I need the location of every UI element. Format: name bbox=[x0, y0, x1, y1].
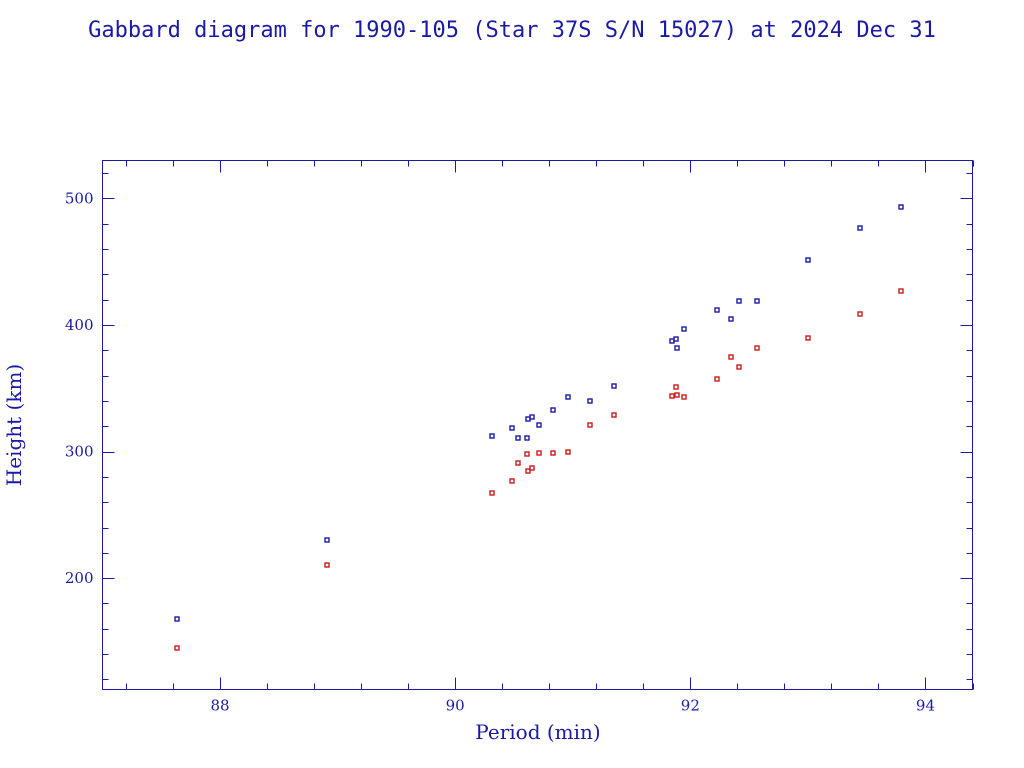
point-apogee bbox=[587, 398, 593, 404]
point-apogee bbox=[728, 316, 734, 322]
axis-tick-labels: 88 90 92 94 200 300 400 500 bbox=[65, 189, 935, 714]
point-perigee bbox=[587, 422, 593, 428]
plot-frame bbox=[102, 160, 973, 690]
y-tick-label: 500 bbox=[65, 189, 94, 207]
y-axis-label: Height (km) bbox=[2, 364, 26, 486]
point-perigee bbox=[673, 384, 679, 390]
point-perigee bbox=[857, 311, 863, 317]
axis-ticks bbox=[102, 160, 974, 690]
point-apogee bbox=[524, 435, 530, 441]
point-apogee bbox=[736, 298, 742, 304]
point-perigee bbox=[714, 376, 720, 382]
point-perigee bbox=[509, 478, 515, 484]
point-perigee bbox=[489, 490, 495, 496]
point-apogee bbox=[515, 435, 521, 441]
point-apogee bbox=[681, 326, 687, 332]
point-perigee bbox=[754, 345, 760, 351]
point-apogee bbox=[754, 298, 760, 304]
point-perigee bbox=[611, 412, 617, 418]
point-apogee bbox=[805, 257, 811, 263]
y-tick-label: 300 bbox=[65, 443, 94, 461]
point-apogee bbox=[898, 204, 904, 210]
point-perigee bbox=[681, 394, 687, 400]
x-tick-label: 94 bbox=[916, 697, 935, 715]
data-points bbox=[174, 204, 904, 651]
point-perigee bbox=[728, 354, 734, 360]
chart-title: Gabbard diagram for 1990-105 (Star 37S S… bbox=[88, 18, 936, 43]
point-apogee bbox=[529, 414, 535, 420]
point-apogee bbox=[714, 307, 720, 313]
point-perigee bbox=[669, 393, 675, 399]
point-apogee bbox=[857, 225, 863, 231]
point-perigee bbox=[174, 645, 180, 651]
point-perigee bbox=[736, 364, 742, 370]
x-tick-label: 90 bbox=[446, 697, 465, 715]
point-perigee bbox=[565, 449, 571, 455]
point-apogee bbox=[673, 336, 679, 342]
point-apogee bbox=[674, 345, 680, 351]
point-perigee bbox=[674, 392, 680, 398]
point-perigee bbox=[550, 450, 556, 456]
point-perigee bbox=[525, 468, 531, 474]
point-apogee bbox=[489, 433, 495, 439]
x-tick-label: 92 bbox=[681, 697, 700, 715]
point-perigee bbox=[898, 288, 904, 294]
point-perigee bbox=[324, 562, 330, 568]
point-perigee bbox=[536, 450, 542, 456]
point-apogee bbox=[174, 616, 180, 622]
point-perigee bbox=[529, 465, 535, 471]
x-axis-label: Period (min) bbox=[475, 720, 600, 744]
point-perigee bbox=[805, 335, 811, 341]
point-apogee bbox=[611, 383, 617, 389]
x-tick-label: 88 bbox=[211, 697, 230, 715]
point-apogee bbox=[324, 537, 330, 543]
point-apogee bbox=[509, 425, 515, 431]
y-tick-label: 400 bbox=[65, 316, 94, 334]
point-apogee bbox=[536, 422, 542, 428]
point-perigee bbox=[524, 451, 530, 457]
y-tick-label: 200 bbox=[65, 569, 94, 587]
point-apogee bbox=[550, 407, 556, 413]
point-apogee bbox=[565, 394, 571, 400]
point-perigee bbox=[515, 460, 521, 466]
